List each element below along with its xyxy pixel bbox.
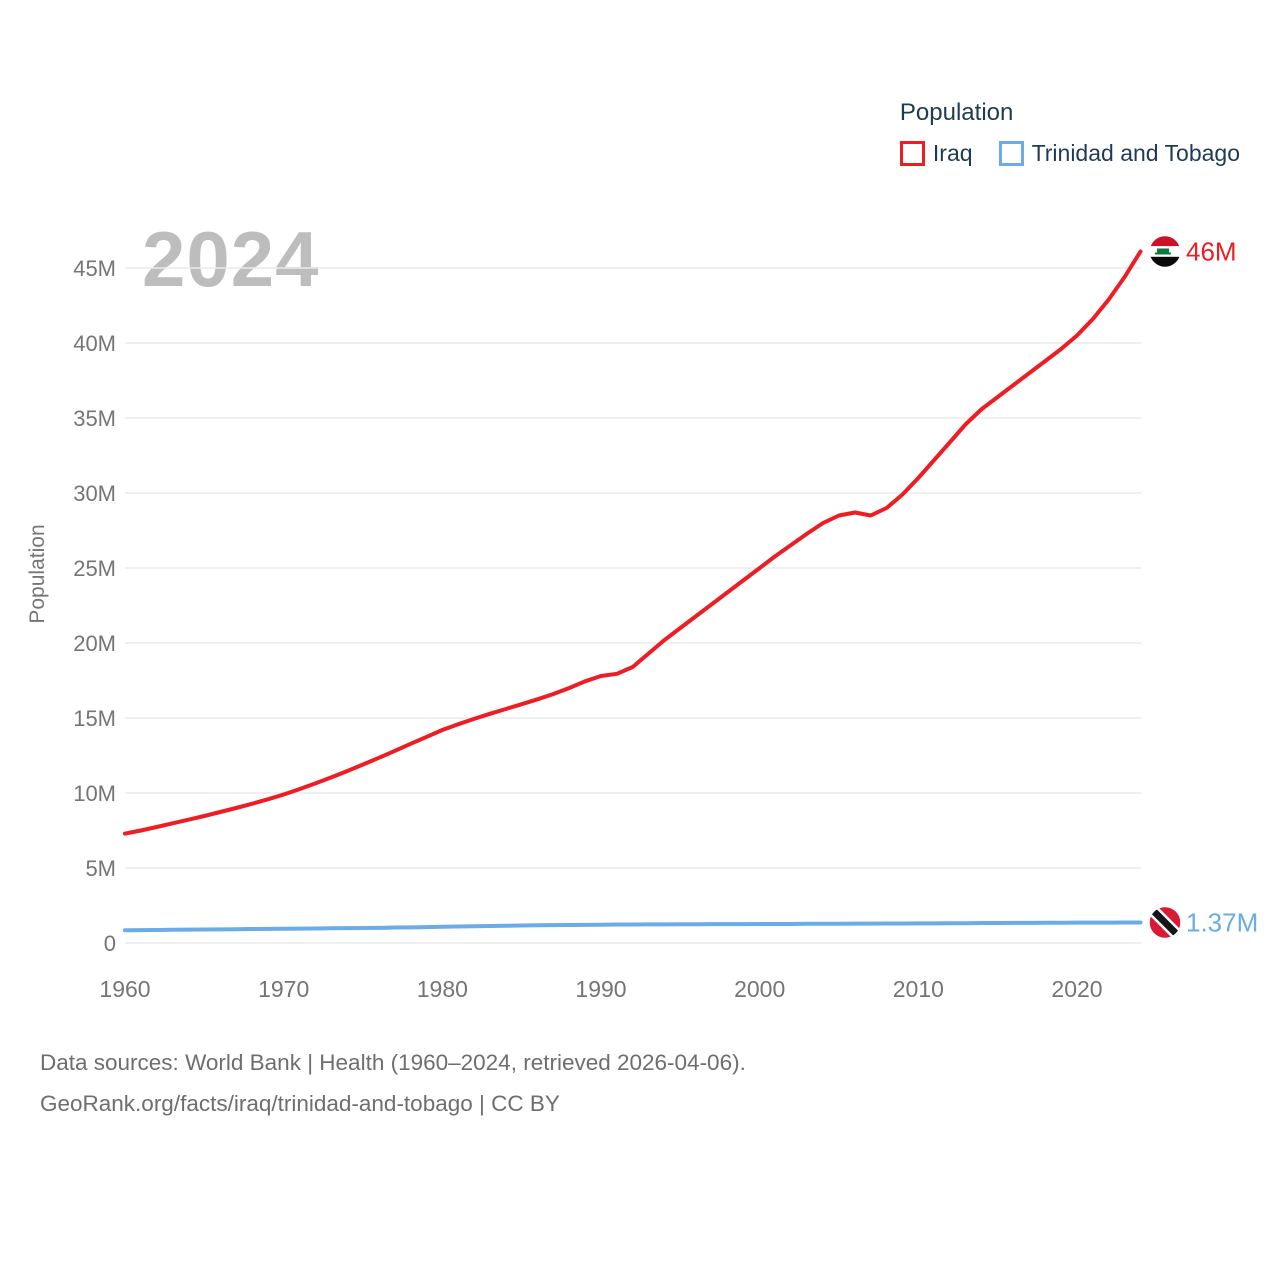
footer-link-line: GeoRank.org/facts/iraq/trinidad-and-toba… xyxy=(40,1091,560,1116)
line-chart-plot[interactable]: 0 5M 10M 15M 20M 25M 30M 35M 40M 45M 1960 1970 1980 1… xyxy=(0,0,1280,1015)
legend-item-label: Trinidad and Tobago xyxy=(1031,140,1240,166)
y-axis-title: Population xyxy=(26,524,49,623)
legend-item-iraq[interactable]: Iraq xyxy=(899,140,973,167)
watermark-year: 2024 xyxy=(142,215,320,303)
x-tick-label: 1980 xyxy=(417,976,468,1002)
y-tick-label: 10M xyxy=(73,781,116,806)
x-tick-label: 1970 xyxy=(258,976,309,1002)
y-tick-label: 0 xyxy=(104,931,116,956)
x-tick-label: 2020 xyxy=(1051,976,1102,1002)
legend-title: Population xyxy=(899,99,1014,126)
footer: Data sources: World Bank | Health (1960–… xyxy=(40,1042,746,1124)
y-tick-label: 35M xyxy=(73,406,116,431)
y-tick-label: 30M xyxy=(73,481,116,506)
y-tick-label: 15M xyxy=(73,706,116,731)
trinidad-and-tobago-flag-icon xyxy=(1148,905,1182,940)
legend-swatch-icon xyxy=(998,141,1024,166)
series-line-iraq[interactable] xyxy=(123,249,1143,836)
legend-swatch-icon xyxy=(899,141,925,166)
y-tick-label: 40M xyxy=(73,331,116,356)
y-tick-label: 5M xyxy=(85,856,116,881)
y-tick-label: 20M xyxy=(73,631,116,656)
end-value-label-iraq: 46M xyxy=(1186,237,1237,267)
legend-row: Iraq Trinidad and Tobago xyxy=(899,140,1240,167)
y-tick-label: 45M xyxy=(73,256,116,281)
y-tick-label: 25M xyxy=(73,556,116,581)
x-tick-label: 1960 xyxy=(99,976,150,1002)
series-line-trinidad-and-tobago[interactable] xyxy=(123,920,1143,933)
iraq-flag-icon xyxy=(1148,234,1182,269)
x-tick-label: 2000 xyxy=(734,976,785,1002)
x-tick-label: 2010 xyxy=(893,976,944,1002)
end-value-label-trinidad-and-tobago: 1.37M xyxy=(1186,907,1258,937)
footer-source-line: Data sources: World Bank | Health (1960–… xyxy=(40,1050,746,1075)
legend-item-label: Iraq xyxy=(932,140,973,166)
legend-item-trinidad-and-tobago[interactable]: Trinidad and Tobago xyxy=(998,140,1240,167)
legend: Population Iraq Trinidad and Tobago xyxy=(899,99,1240,167)
x-tick-label: 1990 xyxy=(575,976,626,1002)
